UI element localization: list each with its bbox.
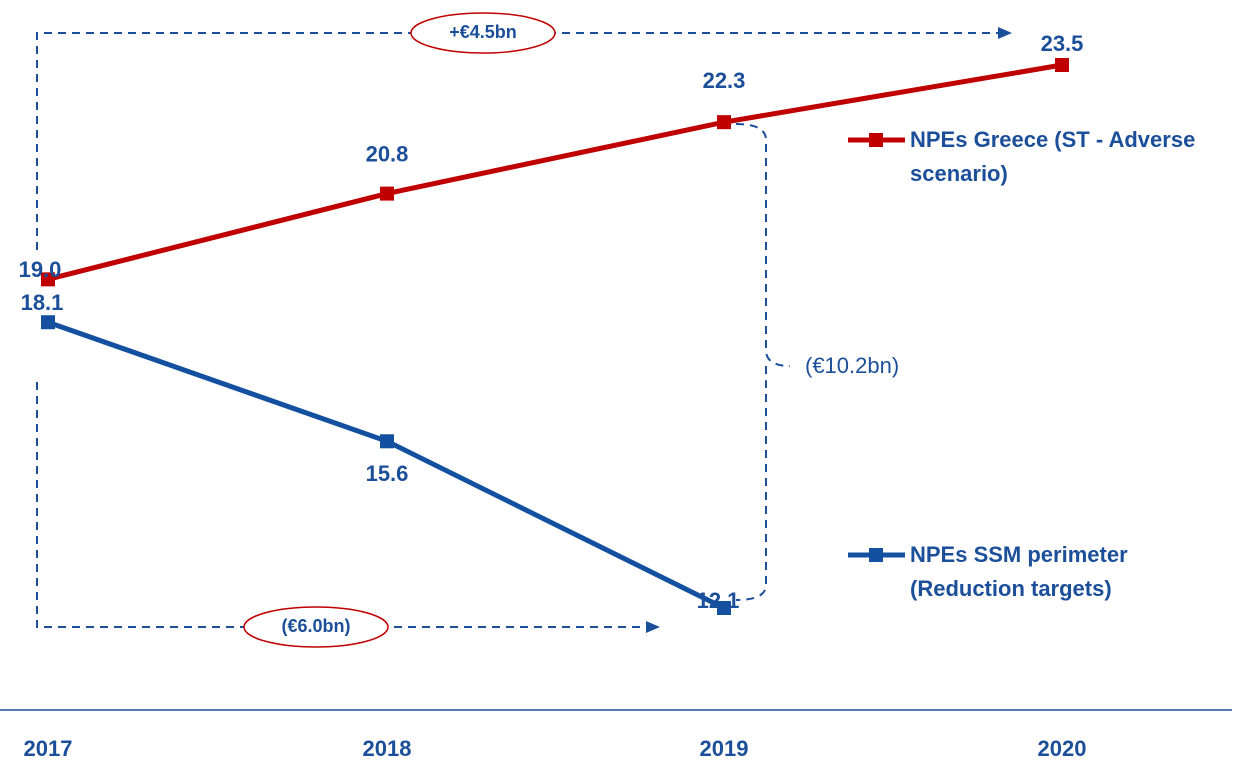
annotation-bracket: [735, 123, 791, 601]
point-marker: [1055, 58, 1069, 72]
point-marker: [41, 315, 55, 330]
point-marker: [380, 186, 394, 201]
legend-label: NPEs SSM perimeter (Reduction targets): [910, 542, 1128, 601]
x-tick-label: 2020: [1038, 736, 1087, 761]
data-label: 23.5: [1041, 31, 1084, 56]
point-marker: [717, 601, 731, 615]
data-label: 18.1: [21, 290, 64, 315]
series-line: [47, 62, 1063, 282]
legend-swatch: [869, 548, 883, 562]
legend-swatch: [869, 133, 883, 147]
data-label: 20.8: [366, 141, 409, 166]
arrow-head: [998, 27, 1012, 39]
annotation-ellipse: [243, 606, 389, 648]
x-tick-label: 2018: [363, 736, 412, 761]
data-label: 12.1: [697, 588, 740, 613]
annotation: (€10.2bn): [805, 353, 899, 378]
annotation-ellipse: [410, 12, 556, 54]
data-label: 22.3: [703, 68, 746, 93]
point-marker: [380, 434, 394, 449]
data-label: 19.0: [19, 257, 62, 282]
point-marker: [717, 115, 731, 130]
arrow-head: [646, 621, 660, 633]
data-label: 15.6: [366, 461, 409, 486]
legend-label: NPEs Greece (ST - Adverse scenario): [910, 127, 1196, 186]
x-tick-label: 2019: [700, 736, 749, 761]
x-tick-label: 2017: [24, 736, 73, 761]
annotation: (€6.0bn): [281, 616, 350, 636]
annotation-arrow: [36, 382, 648, 628]
point-marker: [41, 272, 55, 287]
annotation-arrow: [36, 32, 1000, 250]
annotation: +€4.5bn: [449, 22, 517, 42]
